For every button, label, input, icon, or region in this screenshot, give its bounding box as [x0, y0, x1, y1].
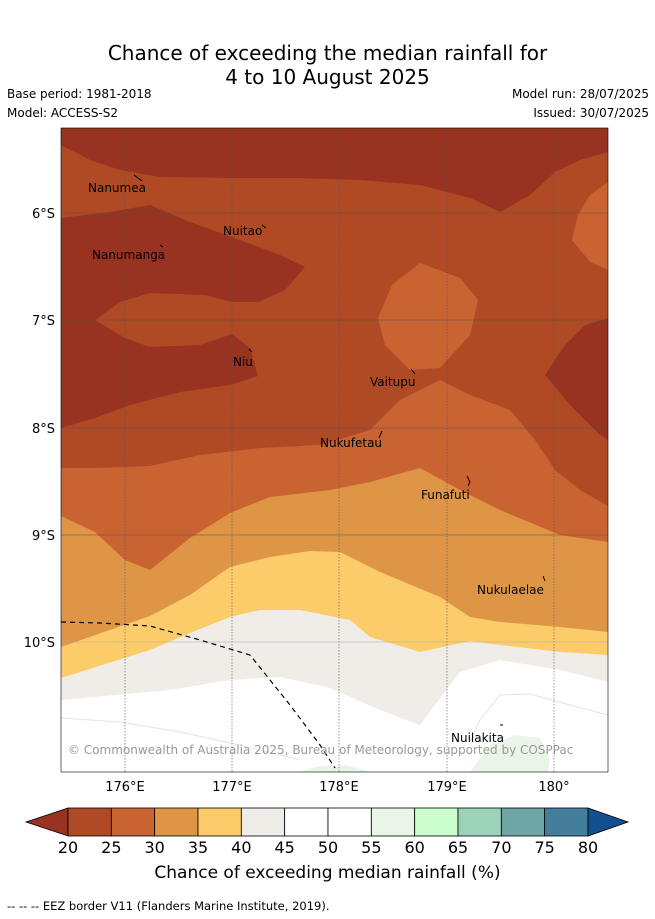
place-labels: Nanumea Nuitao Nanumanga Niu Vaitupu Nuk… [88, 181, 544, 745]
colorbar-tick-label: 60 [404, 838, 424, 857]
eez-border [60, 621, 336, 769]
island-outlines [133, 174, 546, 726]
colorbar-swatch [67, 807, 112, 837]
lon-tick-label: 177°E [212, 780, 252, 795]
colorbar-tick-label: 20 [58, 838, 78, 857]
contour-30-35-blob-east [572, 182, 608, 270]
island-nukufetau [378, 430, 383, 439]
graticule [61, 128, 608, 772]
colorbar-swatch [327, 807, 372, 837]
island-nanumea [133, 174, 143, 182]
island-vaitupu [410, 368, 416, 375]
contour-20-25-east [545, 318, 608, 440]
place-label: Nuilakita [451, 731, 504, 745]
contour-55-60 [470, 735, 550, 772]
place-label: Funafuti [421, 488, 470, 502]
lon-tick-label: 176°E [105, 780, 145, 795]
contour-20-25-north [61, 128, 608, 212]
lon-tick-label: 178°E [319, 780, 359, 795]
place-label: Vaitupu [370, 375, 416, 389]
place-label: Niu [233, 355, 253, 369]
colorbar-swatch [370, 807, 416, 837]
colorbar-swatch [240, 807, 286, 837]
place-label: Nukulaelae [477, 583, 544, 597]
island-niu [248, 348, 253, 353]
lon-tick-label: 180° [538, 780, 569, 795]
colorbar: 20 25 30 35 40 45 50 55 60 65 70 75 80 [24, 807, 630, 857]
colorbar-swatch [110, 807, 156, 837]
colorbar-tick-label: 35 [188, 838, 208, 857]
lat-tick-label: 6°S [32, 207, 55, 222]
colorbar-label: Chance of exceeding median rainfall (%) [154, 863, 501, 883]
island-nuitao [261, 224, 267, 229]
colorbar-swatch [284, 807, 329, 837]
latitude-axis: 6°S 7°S 8°S 9°S 10°S [24, 207, 55, 651]
colorbar-extend-low [24, 807, 69, 837]
contour-25-30 [61, 128, 608, 506]
place-label: Nanumea [88, 181, 146, 195]
island-nukulaelae [542, 575, 546, 582]
colorbar-tick-label: 40 [231, 838, 251, 857]
place-label: Nanumanga [92, 248, 165, 262]
colorbar-tick-label: 70 [491, 838, 511, 857]
probability-contours [61, 128, 608, 772]
model-name: Model: ACCESS-S2 [7, 106, 119, 120]
colorbar-tick-label: 45 [274, 838, 294, 857]
colorbar-extend-high [587, 807, 630, 837]
longitude-axis: 176°E 177°E 178°E 179°E 180° [105, 780, 569, 795]
colorbar-tick-label: 65 [448, 838, 468, 857]
map-frame [60, 127, 609, 773]
colorbar-swatch [500, 807, 546, 837]
colorbar-tick-label: 55 [361, 838, 381, 857]
colorbar-tick-label: 30 [144, 838, 164, 857]
contour-55-60-south [300, 765, 372, 772]
island-nanumanga [159, 244, 164, 248]
copyright-notice: © Commonwealth of Australia 2025, Bureau… [68, 743, 573, 757]
colorbar-tick-label: 25 [101, 838, 121, 857]
map-title-line2: 4 to 10 August 2025 [225, 65, 430, 89]
contour-line-faint [61, 717, 301, 761]
colorbar-tick-label: 75 [534, 838, 554, 857]
place-label: Nuitao [223, 224, 262, 238]
colorbar-swatch [544, 807, 589, 837]
contour-30-35-blob [378, 263, 478, 370]
map-title-line1: Chance of exceeding the median rainfall … [107, 41, 548, 65]
colorbar-tick-label: 50 [318, 838, 338, 857]
issued-date: Issued: 30/07/2025 [533, 106, 649, 120]
colorbar-swatch [457, 807, 502, 837]
eez-legend-note: -- -- -- EEZ border V11 (Flanders Marine… [7, 899, 330, 913]
model-run-date: Model run: 28/07/2025 [511, 87, 649, 101]
colorbar-swatch [154, 807, 199, 837]
island-funafuti [466, 475, 471, 487]
colorbar-swatch [414, 807, 459, 837]
base-period: Base period: 1981-2018 [7, 87, 152, 101]
lon-tick-label: 179°E [427, 780, 467, 795]
lat-tick-label: 7°S [32, 314, 55, 329]
colorbar-swatch [197, 807, 242, 837]
lat-tick-label: 9°S [32, 529, 55, 544]
place-label: Nukufetau [320, 436, 382, 450]
lat-tick-label: 8°S [32, 422, 55, 437]
colorbar-tick-label: 80 [578, 838, 598, 857]
contour-20-25-west [61, 205, 305, 428]
lat-tick-label: 10°S [24, 636, 55, 651]
contour-line-faint-east [469, 693, 608, 743]
